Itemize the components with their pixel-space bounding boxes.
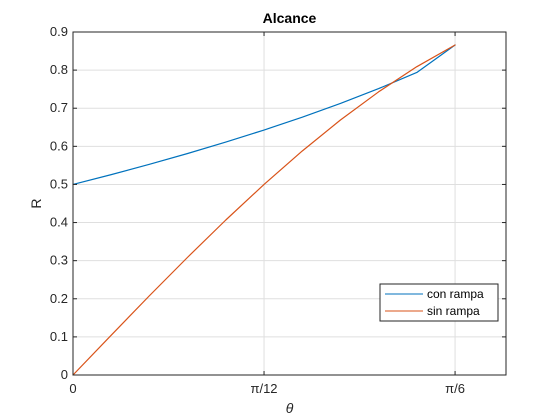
x-tick-label: π/12 xyxy=(251,381,278,396)
chart-title: Alcance xyxy=(263,10,317,26)
y-tick-label: 0.6 xyxy=(50,138,68,153)
y-tick-label: 0.7 xyxy=(50,100,68,115)
y-tick-label: 0.4 xyxy=(50,215,68,230)
axes-box xyxy=(72,31,507,376)
plot-area xyxy=(73,32,506,375)
y-tick-label: 0.2 xyxy=(50,291,68,306)
x-axis-title: θ xyxy=(286,400,294,416)
y-tick-label: 0.5 xyxy=(50,176,68,191)
y-tick-label: 0 xyxy=(61,367,68,382)
y-tick-label: 0.3 xyxy=(50,253,68,268)
x-tick-label: π/6 xyxy=(445,381,465,396)
legend-box xyxy=(379,283,499,322)
series-lines xyxy=(72,44,456,376)
y-tick-label: 0.9 xyxy=(50,24,68,39)
y-axis-title: R xyxy=(28,198,44,208)
legend-label-sin-rampa: sin rampa xyxy=(427,304,480,318)
series-line-sin-rampa xyxy=(72,44,456,376)
legend-label-con-rampa: con rampa xyxy=(427,287,484,301)
y-tick-label: 0.8 xyxy=(50,62,68,77)
legend: con rampa sin rampa xyxy=(379,283,499,322)
x-tick-label: 0 xyxy=(69,381,76,396)
axis-ticks: 0 0.1 0.2 0.3 0.4 0.5 0.6 0.7 0.8 0.9 0 π/12 π/6 xyxy=(50,24,506,396)
y-tick-label: 0.1 xyxy=(50,329,68,344)
